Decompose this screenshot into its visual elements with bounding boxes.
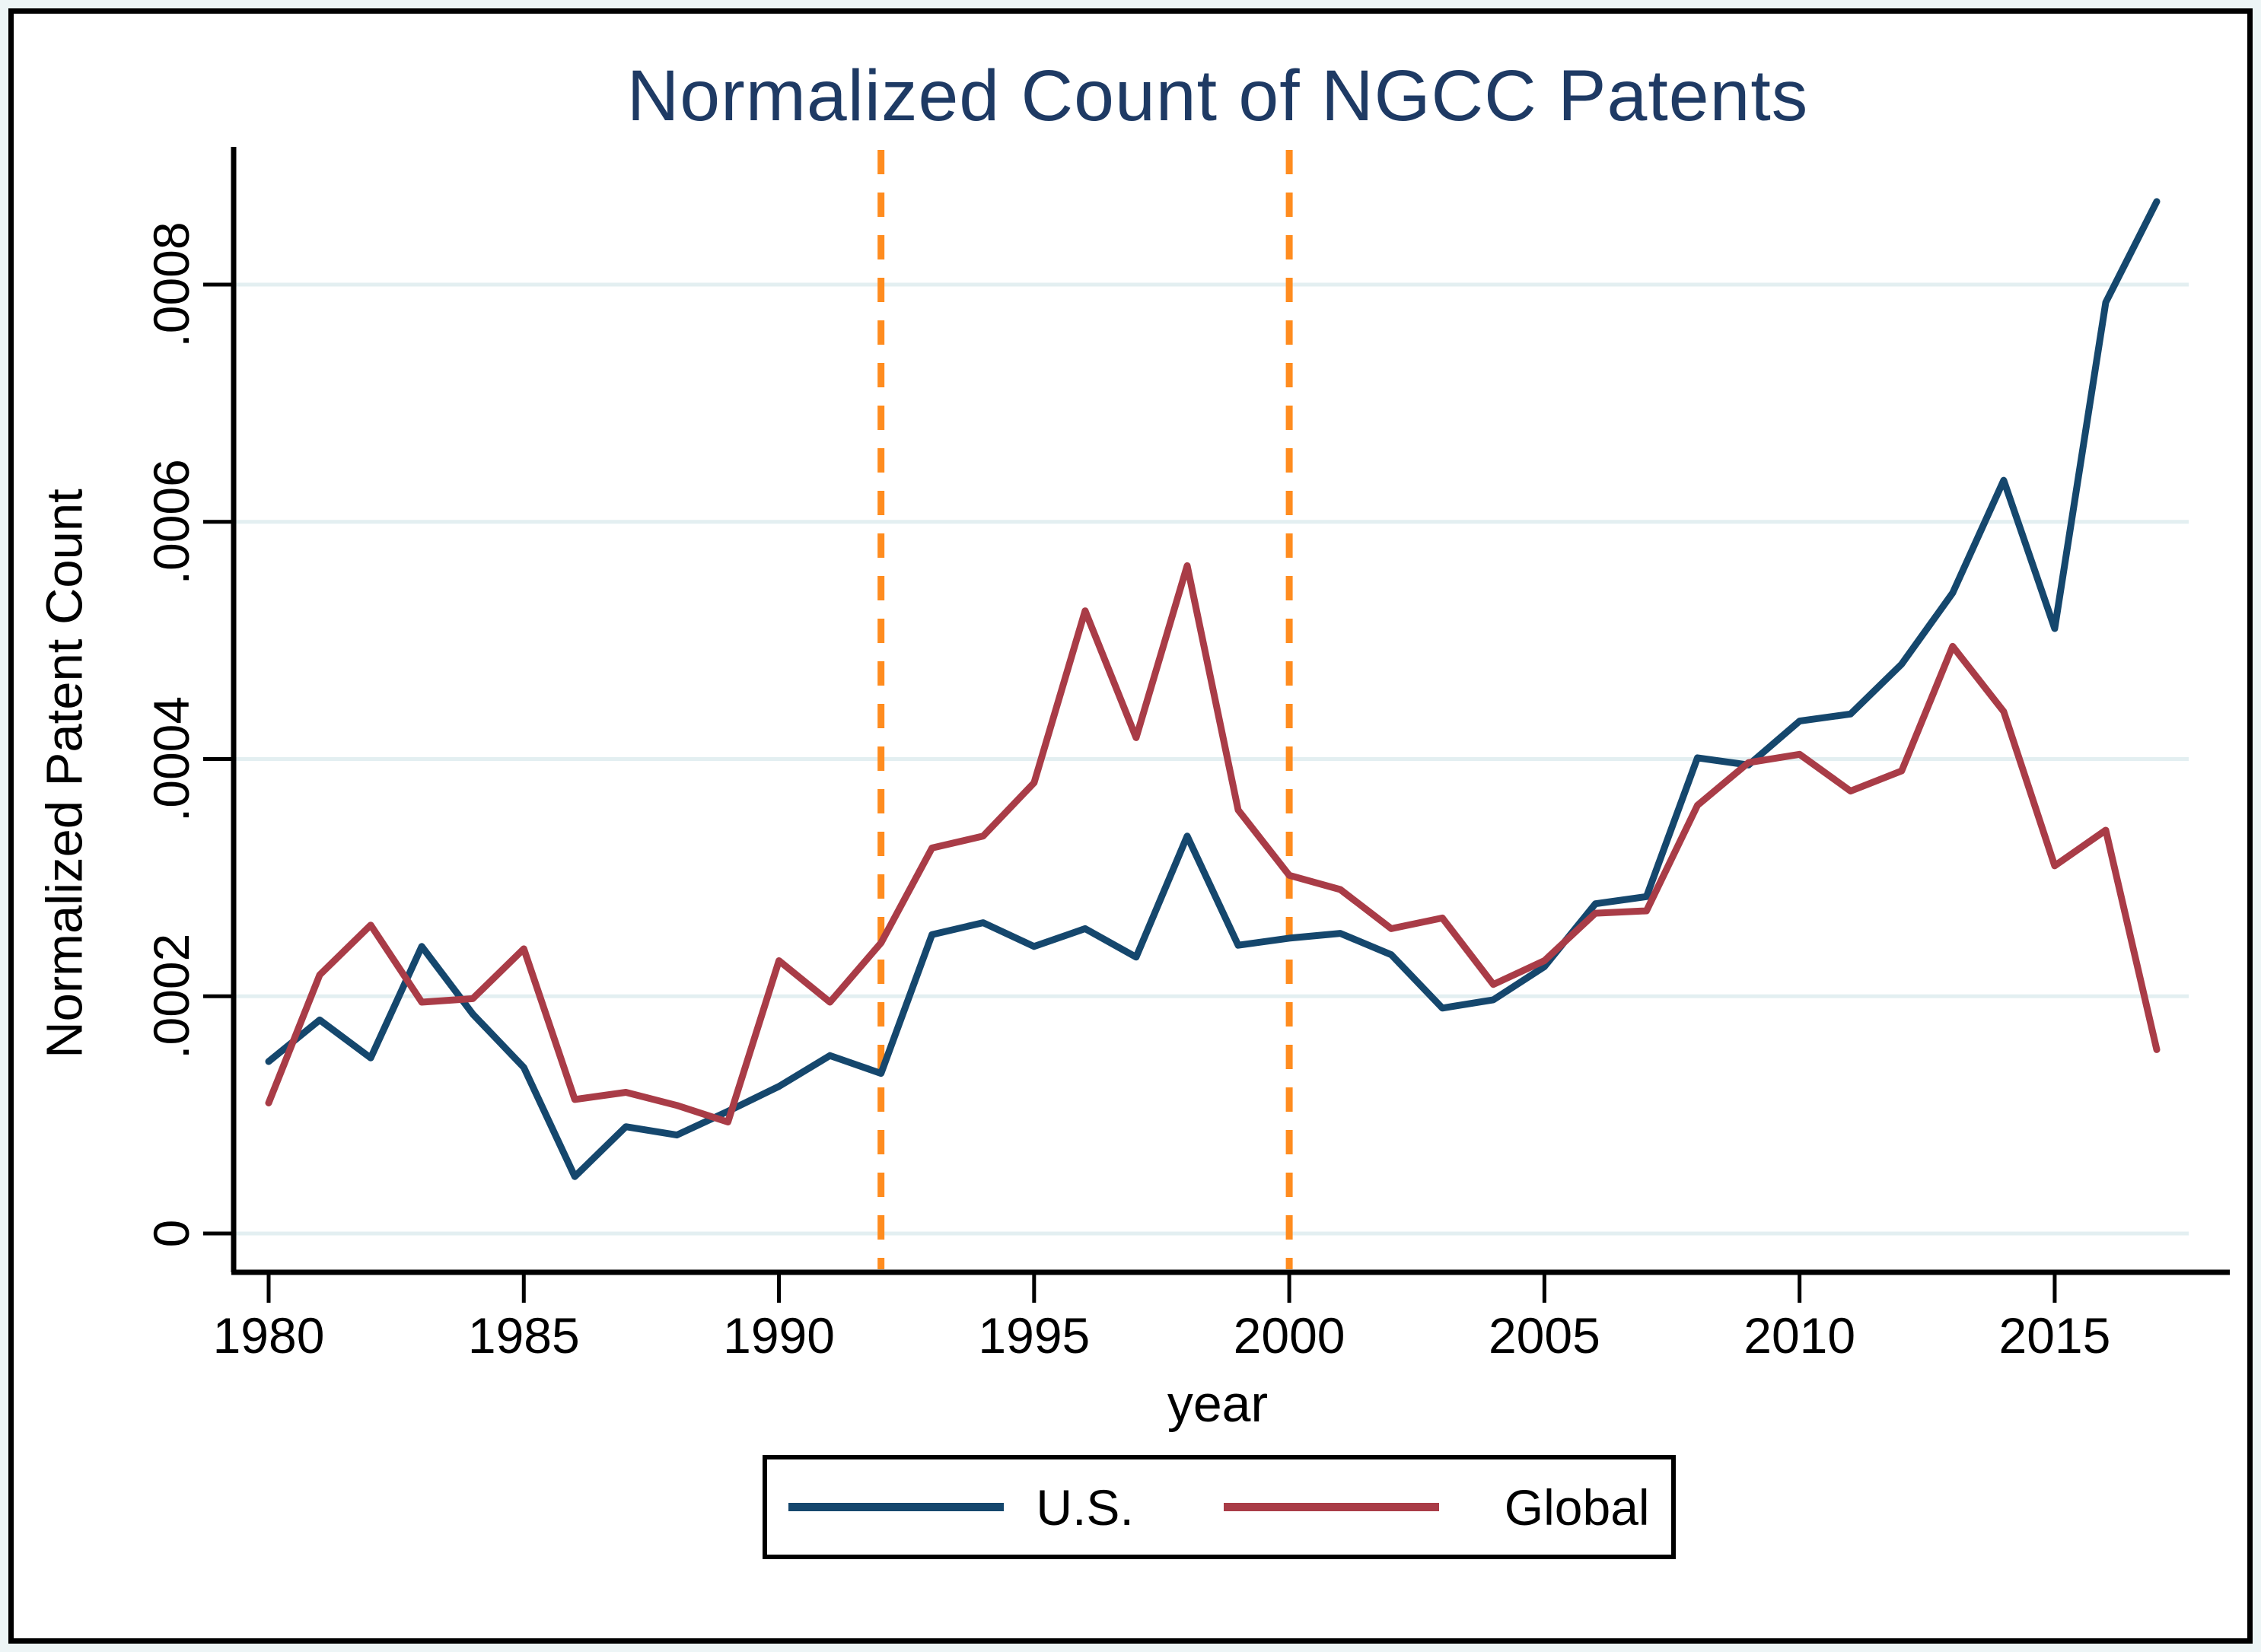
y-axis-title: Normalized Patent Count <box>36 489 94 1058</box>
chart-title: Normalized Count of NGCC Patents <box>626 56 1809 136</box>
axis-ticks: 0 .0002 .0004 .0006 .0008 1980 1985 1990 1995 200… <box>143 221 2110 1364</box>
x-tick-label: 2015 <box>1999 1307 2111 1364</box>
x-tick-label: 2010 <box>1744 1307 1855 1364</box>
x-tick-label: 2000 <box>1234 1307 1345 1364</box>
x-tick-label: 1980 <box>213 1307 325 1364</box>
legend-us-swatch <box>788 1503 1005 1511</box>
legend-global-label: Global <box>1504 1479 1650 1536</box>
x-tick-label: 1995 <box>978 1307 1090 1364</box>
y-tick-label: 0 <box>143 1220 199 1248</box>
y-tick-label: .0006 <box>143 459 199 584</box>
series-us-line <box>265 198 2161 1180</box>
y-tick-label: .0004 <box>143 696 199 822</box>
x-tick-label: 2005 <box>1489 1307 1600 1364</box>
legend-us-label: U.S. <box>1036 1479 1134 1536</box>
legend-box: U.S. Global <box>763 1455 1676 1559</box>
legend-global-swatch <box>1223 1503 1439 1511</box>
x-tick-label: 1985 <box>468 1307 580 1364</box>
y-tick-label: .0002 <box>143 934 199 1059</box>
gridlines <box>235 282 2189 1236</box>
event-vlines <box>877 150 1293 1269</box>
x-axis-title: year <box>1167 1375 1269 1433</box>
y-tick-label: .0008 <box>143 221 199 347</box>
figure-border <box>8 8 2253 1644</box>
series-global-line <box>265 562 2161 1125</box>
x-tick-label: 1990 <box>723 1307 835 1364</box>
